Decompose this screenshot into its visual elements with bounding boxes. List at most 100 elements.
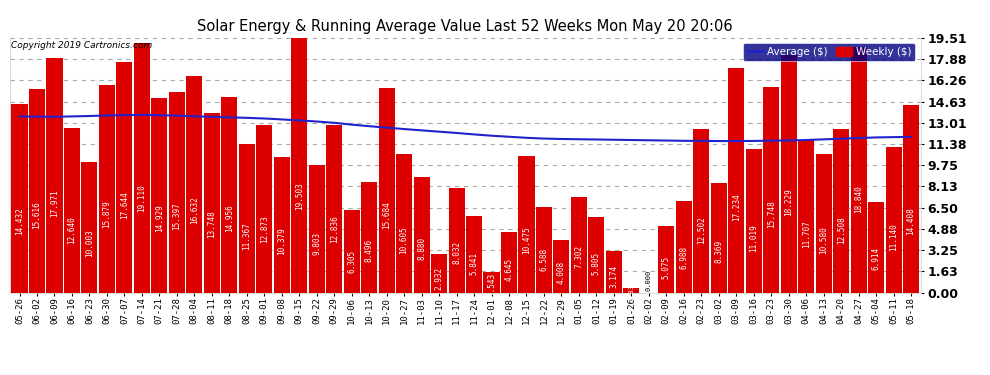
Bar: [396, 154, 412, 292]
Bar: [64, 128, 80, 292]
Bar: [711, 183, 727, 292]
Bar: [221, 98, 238, 292]
Text: 11.367: 11.367: [243, 222, 251, 250]
Bar: [763, 87, 779, 292]
Bar: [606, 251, 622, 292]
Bar: [169, 92, 185, 292]
Text: 5.805: 5.805: [592, 252, 601, 275]
Text: 3.174: 3.174: [610, 265, 619, 288]
Bar: [117, 62, 133, 292]
Bar: [816, 154, 832, 292]
Bar: [693, 129, 710, 292]
Bar: [868, 202, 884, 292]
Bar: [99, 86, 115, 292]
Text: 7.302: 7.302: [574, 245, 583, 268]
Bar: [571, 197, 587, 292]
Text: 8.032: 8.032: [452, 241, 461, 264]
Text: 4.645: 4.645: [505, 258, 514, 281]
Text: 6.988: 6.988: [679, 246, 688, 269]
Text: 19.110: 19.110: [138, 184, 147, 211]
Text: 14.956: 14.956: [225, 204, 234, 232]
Text: 11.019: 11.019: [749, 224, 758, 252]
Text: 16.632: 16.632: [190, 196, 199, 224]
Text: 6.914: 6.914: [871, 247, 881, 270]
Text: 12.836: 12.836: [330, 215, 339, 243]
Bar: [414, 177, 430, 292]
Text: 15.748: 15.748: [766, 201, 776, 228]
Text: 18.229: 18.229: [784, 188, 793, 216]
Text: 15.879: 15.879: [102, 200, 112, 228]
Bar: [501, 232, 517, 292]
Bar: [553, 240, 569, 292]
Text: 6.588: 6.588: [540, 248, 548, 272]
Bar: [676, 201, 692, 292]
Text: 19.503: 19.503: [295, 182, 304, 210]
Bar: [344, 210, 359, 292]
Text: 13.748: 13.748: [207, 210, 216, 238]
Bar: [536, 207, 552, 292]
Bar: [378, 88, 395, 292]
Bar: [798, 140, 814, 292]
Bar: [519, 156, 535, 292]
Bar: [81, 162, 97, 292]
Text: 10.580: 10.580: [819, 226, 829, 254]
Text: 2.932: 2.932: [435, 266, 444, 290]
Text: 6.305: 6.305: [347, 250, 356, 273]
Bar: [834, 129, 849, 292]
Bar: [186, 75, 202, 292]
Bar: [204, 113, 220, 292]
Bar: [29, 89, 45, 292]
Bar: [239, 144, 254, 292]
Text: 5.841: 5.841: [469, 252, 478, 275]
Bar: [466, 216, 482, 292]
Text: 0.000: 0.000: [645, 269, 651, 291]
Text: 15.684: 15.684: [382, 201, 391, 229]
Text: 14.432: 14.432: [15, 207, 24, 235]
Text: 14.929: 14.929: [154, 205, 164, 232]
Bar: [151, 98, 167, 292]
Text: 14.408: 14.408: [907, 207, 916, 235]
Text: 10.379: 10.379: [277, 227, 286, 255]
Text: 0.332: 0.332: [629, 280, 635, 301]
Bar: [624, 288, 640, 292]
Text: 5.075: 5.075: [662, 256, 671, 279]
Text: Copyright 2019 Cartronics.com: Copyright 2019 Cartronics.com: [11, 41, 152, 50]
Text: 8.496: 8.496: [364, 239, 373, 262]
Bar: [361, 182, 377, 292]
Text: 12.640: 12.640: [67, 216, 76, 244]
Bar: [431, 254, 447, 292]
Bar: [903, 105, 919, 292]
Bar: [134, 43, 149, 292]
Text: 12.508: 12.508: [837, 217, 845, 244]
Text: 17.971: 17.971: [50, 189, 59, 217]
Text: 11.707: 11.707: [802, 220, 811, 248]
Bar: [309, 165, 325, 292]
Text: 10.475: 10.475: [522, 227, 531, 255]
Bar: [588, 217, 605, 292]
Bar: [781, 55, 797, 292]
Text: 17.644: 17.644: [120, 191, 129, 219]
Text: 8.369: 8.369: [715, 240, 724, 262]
Bar: [273, 157, 290, 292]
Bar: [729, 68, 744, 292]
Text: 11.140: 11.140: [889, 224, 898, 251]
Bar: [850, 47, 866, 292]
Bar: [326, 125, 343, 292]
Bar: [256, 124, 272, 292]
Text: 18.840: 18.840: [854, 185, 863, 213]
Text: 9.803: 9.803: [312, 232, 321, 255]
Text: 12.873: 12.873: [259, 215, 268, 243]
Text: 17.234: 17.234: [732, 193, 741, 221]
Text: 10.003: 10.003: [85, 229, 94, 257]
Bar: [12, 104, 28, 292]
Bar: [47, 58, 62, 292]
Bar: [745, 149, 761, 292]
Bar: [658, 226, 674, 292]
Text: 8.880: 8.880: [417, 237, 426, 260]
Bar: [448, 188, 464, 292]
Text: 1.543: 1.543: [487, 273, 496, 296]
Legend: Average ($), Weekly ($): Average ($), Weekly ($): [743, 43, 916, 61]
Bar: [886, 147, 902, 292]
Text: 15.616: 15.616: [33, 201, 42, 229]
Title: Solar Energy & Running Average Value Last 52 Weeks Mon May 20 20:06: Solar Energy & Running Average Value Las…: [197, 18, 734, 33]
